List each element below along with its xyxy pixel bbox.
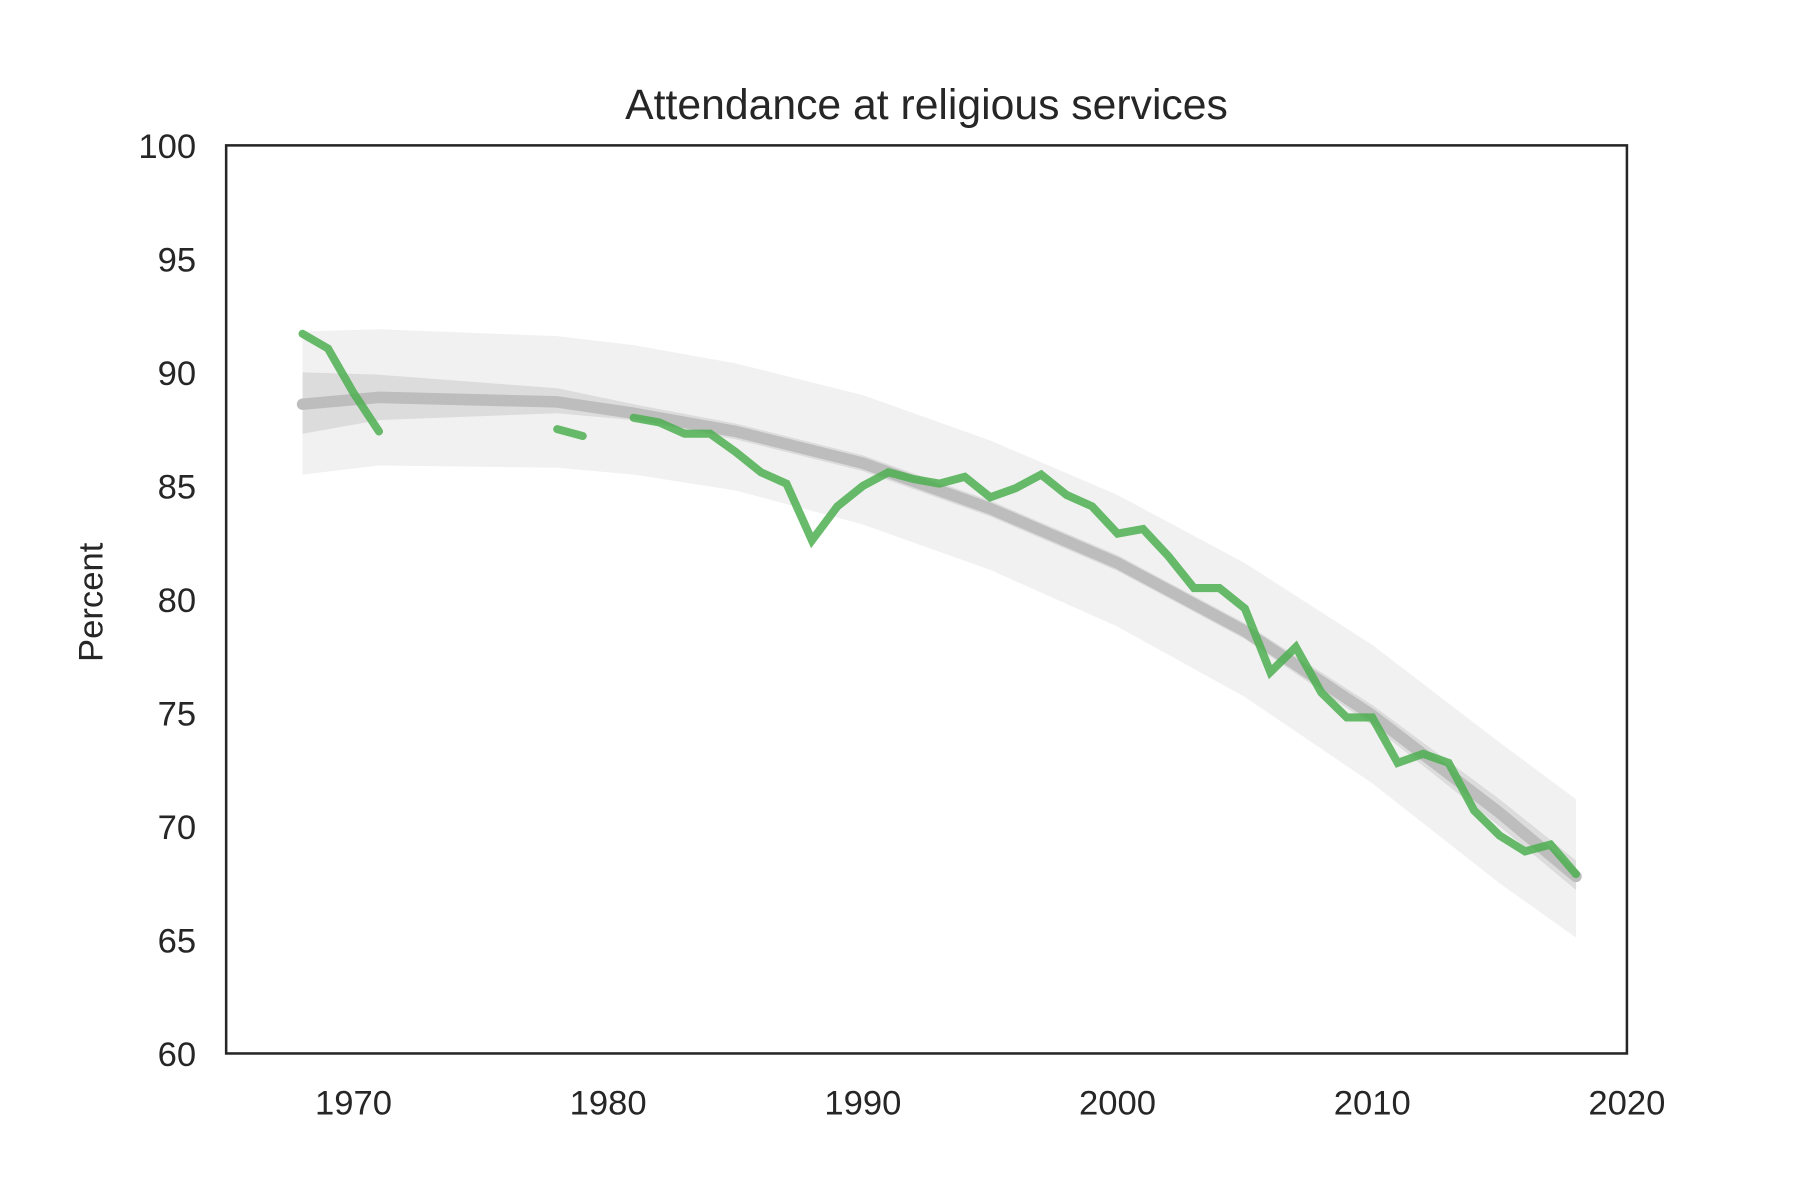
- x-axis: 1970 1980 1990 2000 2010 2020: [315, 1085, 1665, 1123]
- fit-line-group: [296, 391, 1582, 883]
- y-tick-label: 60: [158, 1036, 197, 1074]
- outer-confidence-band: [302, 329, 1576, 938]
- x-tick-label: 2000: [1079, 1085, 1156, 1123]
- y-tick-label: 65: [158, 923, 197, 961]
- x-tick-label: 1980: [570, 1085, 647, 1123]
- y-axis: 60 65 70 75 80 85 90 95 100: [138, 128, 196, 1074]
- y-tick-label: 75: [158, 696, 197, 734]
- y-axis-label: Percent: [73, 542, 111, 662]
- y-tick-label: 85: [158, 469, 197, 507]
- x-tick-label: 2020: [1588, 1085, 1665, 1123]
- chart-title: Attendance at religious services: [625, 81, 1228, 129]
- x-tick-label: 2010: [1334, 1085, 1411, 1123]
- fit-line: [296, 391, 1582, 883]
- confidence-bands: [302, 329, 1576, 938]
- x-tick-label: 1990: [824, 1085, 901, 1123]
- data-line: [298, 329, 1581, 879]
- y-tick-label: 70: [158, 809, 197, 847]
- y-tick-label: 90: [158, 355, 197, 393]
- axes-frame: [224, 144, 1629, 1055]
- y-tick-label: 80: [158, 582, 197, 620]
- y-tick-label: 95: [158, 242, 197, 280]
- y-tick-label: 100: [138, 128, 196, 166]
- data-line-group: [298, 329, 1581, 879]
- x-tick-label: 1970: [315, 1085, 392, 1123]
